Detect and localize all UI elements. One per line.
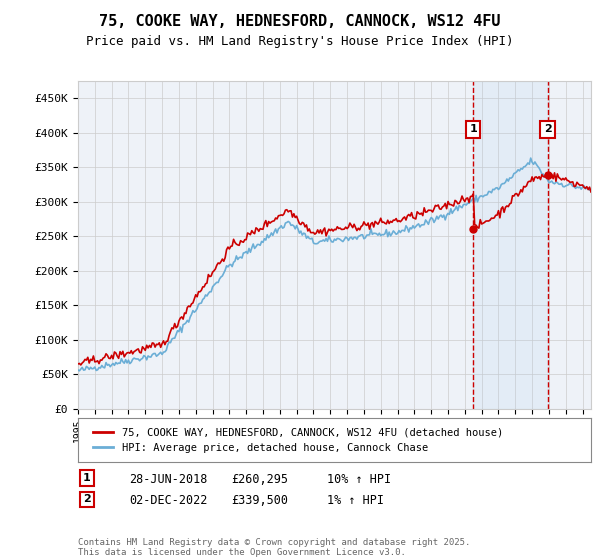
Text: Price paid vs. HM Land Registry's House Price Index (HPI): Price paid vs. HM Land Registry's House … [86, 35, 514, 48]
Text: 75, COOKE WAY, HEDNESFORD, CANNOCK, WS12 4FU: 75, COOKE WAY, HEDNESFORD, CANNOCK, WS12… [99, 14, 501, 29]
Bar [473, 81, 548, 409]
Text: 10% ↑ HPI: 10% ↑ HPI [327, 473, 391, 486]
Text: 1: 1 [83, 473, 91, 483]
Text: £339,500: £339,500 [231, 494, 288, 507]
Text: Contains HM Land Registry data © Crown copyright and database right 2025.
This d: Contains HM Land Registry data © Crown c… [78, 538, 470, 557]
Text: 28-JUN-2018: 28-JUN-2018 [129, 473, 208, 486]
Text: £260,295: £260,295 [231, 473, 288, 486]
Legend: 75, COOKE WAY, HEDNESFORD, CANNOCK, WS12 4FU (detached house), HPI: Average pric: 75, COOKE WAY, HEDNESFORD, CANNOCK, WS12… [88, 423, 507, 457]
Text: 2: 2 [544, 124, 551, 134]
Text: 2: 2 [83, 494, 91, 505]
Text: 02-DEC-2022: 02-DEC-2022 [129, 494, 208, 507]
Text: 1% ↑ HPI: 1% ↑ HPI [327, 494, 384, 507]
Text: 1: 1 [469, 124, 477, 134]
